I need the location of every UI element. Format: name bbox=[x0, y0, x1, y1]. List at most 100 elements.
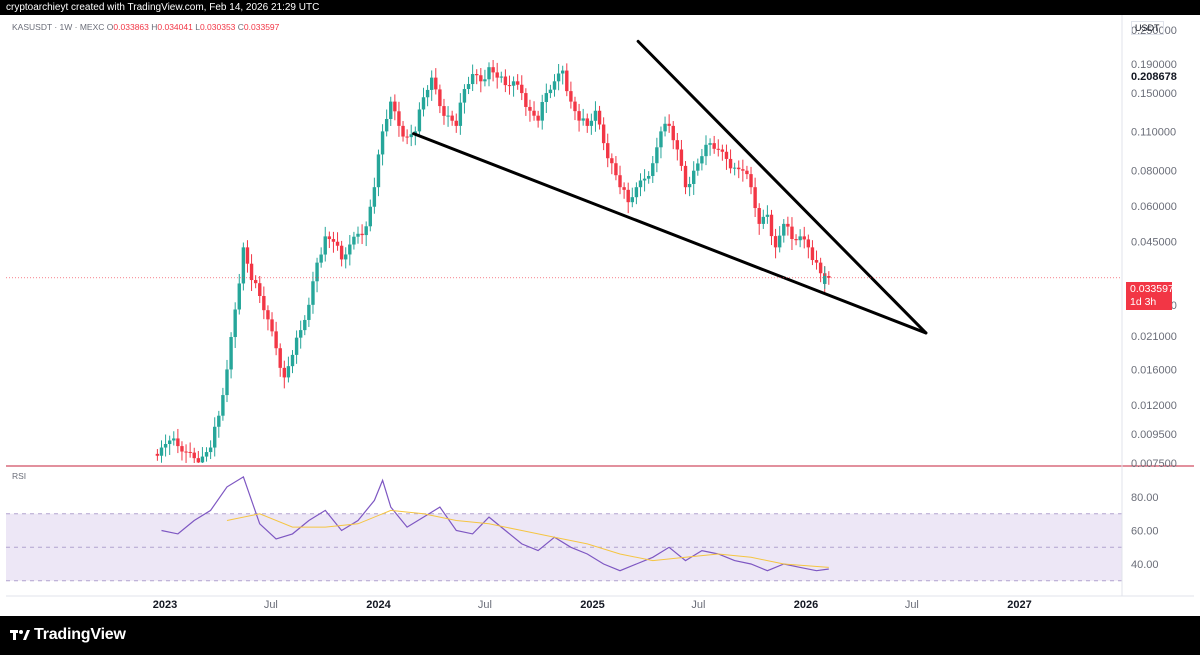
tradingview-logo-icon bbox=[10, 630, 30, 640]
candle-body bbox=[786, 223, 790, 227]
candle-body bbox=[732, 167, 737, 169]
trendline-lower-support bbox=[412, 132, 928, 335]
candle-body bbox=[352, 236, 356, 245]
candle-body bbox=[728, 158, 733, 169]
candle-body bbox=[184, 451, 188, 453]
candle-body bbox=[319, 254, 323, 263]
candle-body bbox=[155, 453, 160, 456]
candle-body bbox=[536, 115, 540, 121]
candle-body bbox=[683, 165, 688, 188]
candle-body bbox=[749, 174, 753, 188]
candle-body bbox=[470, 74, 475, 85]
candle-body bbox=[454, 120, 458, 126]
candle-body bbox=[458, 102, 463, 126]
candle-body bbox=[163, 444, 168, 448]
candle-body bbox=[638, 180, 643, 188]
candle-body bbox=[384, 118, 389, 132]
time-tick-label: 2024 bbox=[366, 599, 391, 611]
time-tick-label: 2027 bbox=[1007, 599, 1031, 611]
candle-body bbox=[614, 163, 618, 176]
candle-body bbox=[769, 214, 774, 237]
candle-body bbox=[331, 239, 336, 242]
candle-body bbox=[765, 214, 770, 217]
candle-body bbox=[569, 91, 573, 102]
candle-body bbox=[577, 111, 581, 121]
candle-body bbox=[327, 236, 332, 240]
rsi-tick-label: 80.00 bbox=[1131, 492, 1159, 504]
candle-body bbox=[790, 226, 794, 240]
candle-body bbox=[720, 149, 725, 152]
candle-body bbox=[581, 118, 585, 121]
rsi-pane-label[interactable]: RSI bbox=[12, 471, 27, 481]
legend-h-label: H bbox=[151, 22, 158, 32]
legend-low: 0.030353 bbox=[199, 22, 236, 32]
candle-body bbox=[380, 131, 385, 155]
candle-body bbox=[389, 101, 393, 119]
candle-body bbox=[528, 106, 532, 111]
candle-body bbox=[462, 89, 467, 103]
candle-body bbox=[671, 125, 675, 141]
price-tick-label: 0.080000 bbox=[1131, 166, 1177, 178]
price-tick-label: 0.045000 bbox=[1131, 237, 1177, 249]
candle-body bbox=[724, 151, 729, 159]
price-tick-label: 0.007500 bbox=[1131, 458, 1177, 470]
tradingview-logo[interactable]: TradingView bbox=[10, 626, 126, 644]
candle-body bbox=[540, 102, 544, 121]
price-tick-label: 0.021000 bbox=[1131, 331, 1177, 343]
candle-body bbox=[745, 170, 749, 175]
candle-body bbox=[450, 115, 454, 121]
candle-body bbox=[696, 163, 700, 171]
candle-body bbox=[442, 106, 446, 116]
candle-body bbox=[253, 280, 258, 284]
candle-body bbox=[515, 81, 520, 85]
candle-body bbox=[237, 283, 241, 310]
candle-body bbox=[274, 331, 278, 349]
price-tick-label: 0.150000 bbox=[1131, 88, 1177, 100]
candle-body bbox=[241, 247, 246, 284]
candle-body bbox=[655, 147, 659, 164]
candle-body bbox=[585, 118, 589, 126]
candle-body bbox=[503, 76, 508, 86]
candle-body bbox=[810, 247, 815, 261]
candle-body bbox=[487, 67, 491, 80]
candle-body bbox=[589, 120, 594, 126]
candle-body bbox=[466, 84, 471, 90]
candle-body bbox=[290, 354, 295, 367]
candle-body bbox=[311, 281, 315, 305]
candle-body bbox=[270, 319, 274, 332]
rsi-tick-label: 40.00 bbox=[1131, 559, 1159, 571]
candle-body bbox=[827, 275, 831, 278]
price-tick-label: 0.012000 bbox=[1131, 400, 1177, 412]
currency-label[interactable]: USDT bbox=[1131, 21, 1164, 35]
candle-body bbox=[266, 310, 270, 320]
candle-body bbox=[176, 438, 180, 447]
bar-countdown: 1d 3h bbox=[1130, 296, 1157, 308]
candle-body bbox=[278, 348, 282, 368]
candle-body bbox=[409, 134, 413, 138]
candle-body bbox=[626, 189, 630, 203]
candle-body bbox=[716, 148, 720, 150]
candle-body bbox=[610, 158, 614, 164]
candle-body bbox=[753, 187, 757, 209]
candle-body bbox=[692, 170, 696, 184]
candle-body bbox=[425, 89, 430, 98]
candle-body bbox=[159, 447, 164, 456]
candle-body bbox=[675, 140, 680, 150]
candle-body bbox=[307, 304, 311, 320]
candle-body bbox=[188, 451, 192, 453]
time-tick-label: 2023 bbox=[153, 599, 177, 611]
rsi-tick-label: 60.00 bbox=[1131, 526, 1159, 538]
candle-body bbox=[814, 260, 819, 263]
high-marker-label: 0.208678 bbox=[1131, 71, 1177, 83]
candle-body bbox=[376, 154, 381, 188]
candle-body bbox=[208, 447, 213, 453]
candle-body bbox=[777, 235, 782, 248]
candle-body bbox=[511, 81, 516, 86]
candle-body bbox=[757, 208, 761, 224]
candle-body bbox=[823, 275, 827, 284]
symbol-legend: KASUSDT · 1W · MEXC O0.033863 H0.034041 … bbox=[12, 22, 279, 32]
header-bar: cryptoarchieyt created with TradingView.… bbox=[0, 0, 1200, 15]
candle-body bbox=[491, 67, 495, 73]
legend-c-label: C bbox=[237, 22, 244, 32]
